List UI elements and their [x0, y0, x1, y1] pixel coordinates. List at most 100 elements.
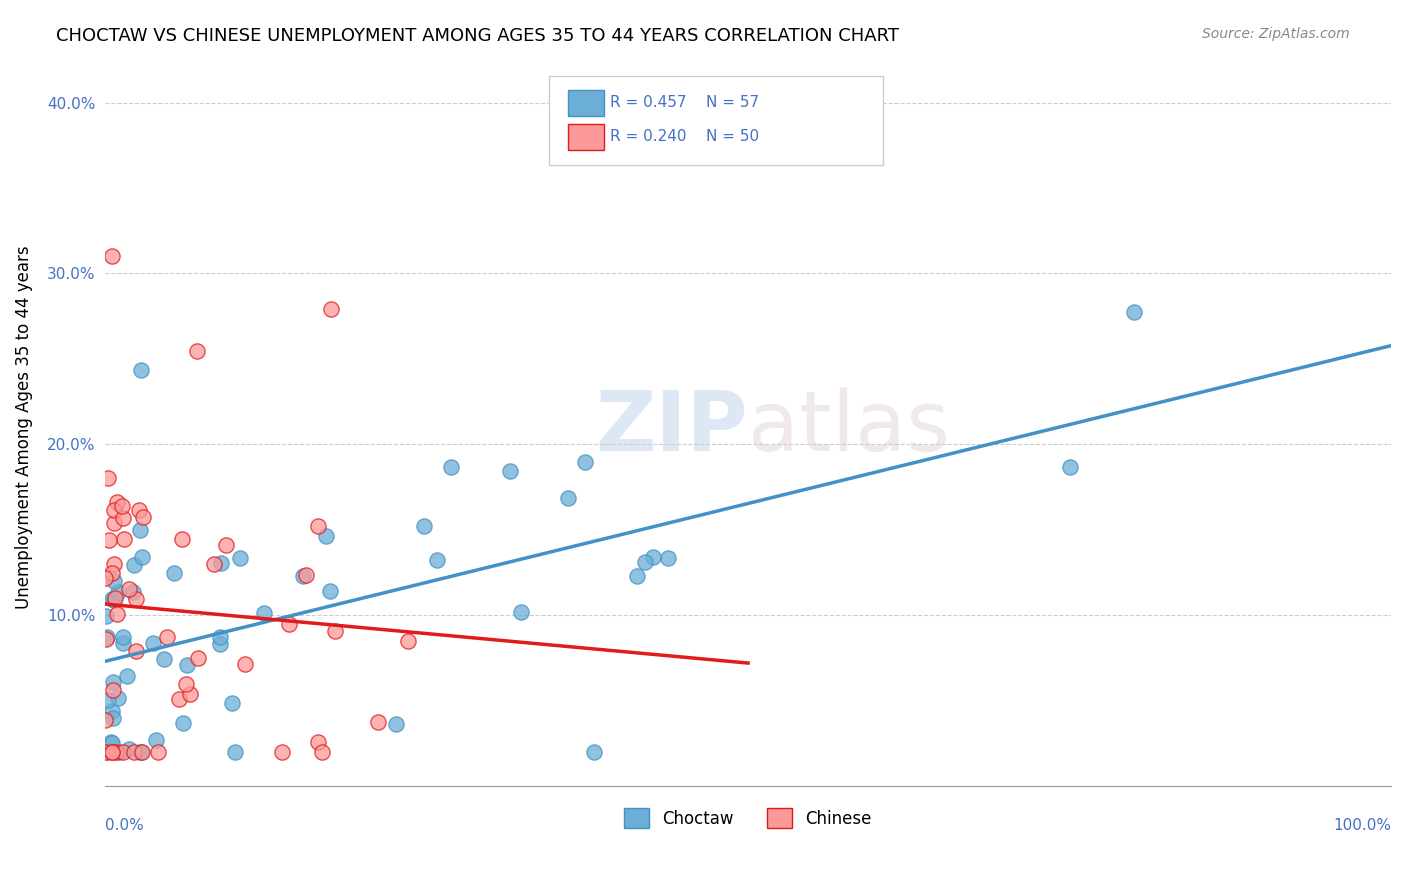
Point — [101, 682, 124, 697]
Point — [294, 568, 316, 582]
Text: CHOCTAW VS CHINESE UNEMPLOYMENT AMONG AGES 35 TO 44 YEARS CORRELATION CHART: CHOCTAW VS CHINESE UNEMPLOYMENT AMONG AG… — [56, 27, 900, 45]
Point — [1059, 460, 1081, 475]
Point — [112, 636, 135, 650]
Point — [103, 516, 125, 530]
Point — [439, 459, 461, 474]
Point — [94, 571, 117, 585]
Point — [291, 569, 314, 583]
Text: atlas: atlas — [748, 386, 950, 467]
Point — [105, 607, 128, 621]
Point — [107, 584, 129, 599]
FancyBboxPatch shape — [568, 90, 605, 116]
Point — [163, 566, 186, 581]
Point — [103, 574, 125, 588]
Point — [111, 630, 134, 644]
Point — [108, 745, 131, 759]
Point — [103, 502, 125, 516]
Point — [105, 494, 128, 508]
Point — [125, 592, 148, 607]
Point — [307, 734, 329, 748]
Point — [209, 556, 232, 570]
Point — [186, 343, 208, 358]
Point — [172, 532, 194, 546]
Point — [125, 644, 148, 658]
Point — [233, 657, 256, 671]
Point — [142, 636, 165, 650]
Point — [122, 584, 145, 599]
Point — [101, 675, 124, 690]
Point — [131, 549, 153, 564]
Point — [117, 742, 139, 756]
Point — [111, 499, 134, 513]
Point — [208, 637, 231, 651]
Point — [131, 745, 153, 759]
Point — [153, 651, 176, 665]
Point — [311, 745, 333, 759]
Point — [96, 632, 118, 646]
Point — [557, 491, 579, 505]
Point — [634, 555, 657, 569]
Point — [413, 519, 436, 533]
Point — [101, 736, 124, 750]
Point — [118, 582, 141, 597]
Point — [100, 734, 122, 748]
Point — [94, 714, 117, 728]
Point — [321, 302, 343, 317]
Point — [112, 532, 135, 546]
Point — [96, 630, 118, 644]
Point — [94, 745, 117, 759]
Text: Source: ZipAtlas.com: Source: ZipAtlas.com — [1202, 27, 1350, 41]
Point — [111, 745, 134, 759]
Point — [253, 606, 276, 620]
Point — [129, 362, 152, 376]
Y-axis label: Unemployment Among Ages 35 to 44 years: Unemployment Among Ages 35 to 44 years — [15, 245, 32, 609]
Point — [129, 745, 152, 759]
Point — [271, 745, 294, 759]
Point — [582, 745, 605, 759]
Point — [229, 551, 252, 566]
Point — [146, 745, 169, 759]
Point — [385, 717, 408, 731]
Point — [103, 592, 125, 607]
Point — [155, 630, 177, 644]
Point — [101, 745, 124, 759]
Text: 100.0%: 100.0% — [1333, 818, 1391, 833]
Point — [187, 651, 209, 665]
Point — [307, 518, 329, 533]
Point — [101, 745, 124, 759]
Point — [367, 715, 389, 730]
Point — [167, 692, 190, 706]
Point — [112, 511, 135, 525]
Point — [319, 583, 342, 598]
Point — [499, 463, 522, 477]
Point — [94, 609, 117, 624]
Point — [221, 696, 243, 710]
Point — [98, 533, 121, 548]
Point — [172, 715, 194, 730]
Text: ZIP: ZIP — [596, 386, 748, 467]
Point — [179, 687, 201, 701]
FancyBboxPatch shape — [568, 124, 605, 150]
Point — [208, 630, 231, 644]
Point — [396, 633, 419, 648]
Point — [100, 704, 122, 718]
Text: R = 0.457    N = 57: R = 0.457 N = 57 — [610, 95, 759, 111]
Point — [97, 471, 120, 485]
Point — [657, 551, 679, 566]
Point — [145, 733, 167, 747]
Point — [315, 529, 337, 543]
Point — [128, 503, 150, 517]
Text: 0.0%: 0.0% — [105, 818, 143, 833]
Point — [100, 249, 122, 263]
Point — [174, 677, 197, 691]
Point — [323, 624, 346, 638]
Point — [641, 550, 664, 565]
Point — [96, 745, 118, 759]
Point — [100, 591, 122, 606]
Point — [176, 657, 198, 672]
Point — [101, 566, 124, 581]
Point — [103, 557, 125, 571]
Point — [224, 745, 246, 759]
Point — [107, 691, 129, 706]
Point — [101, 710, 124, 724]
